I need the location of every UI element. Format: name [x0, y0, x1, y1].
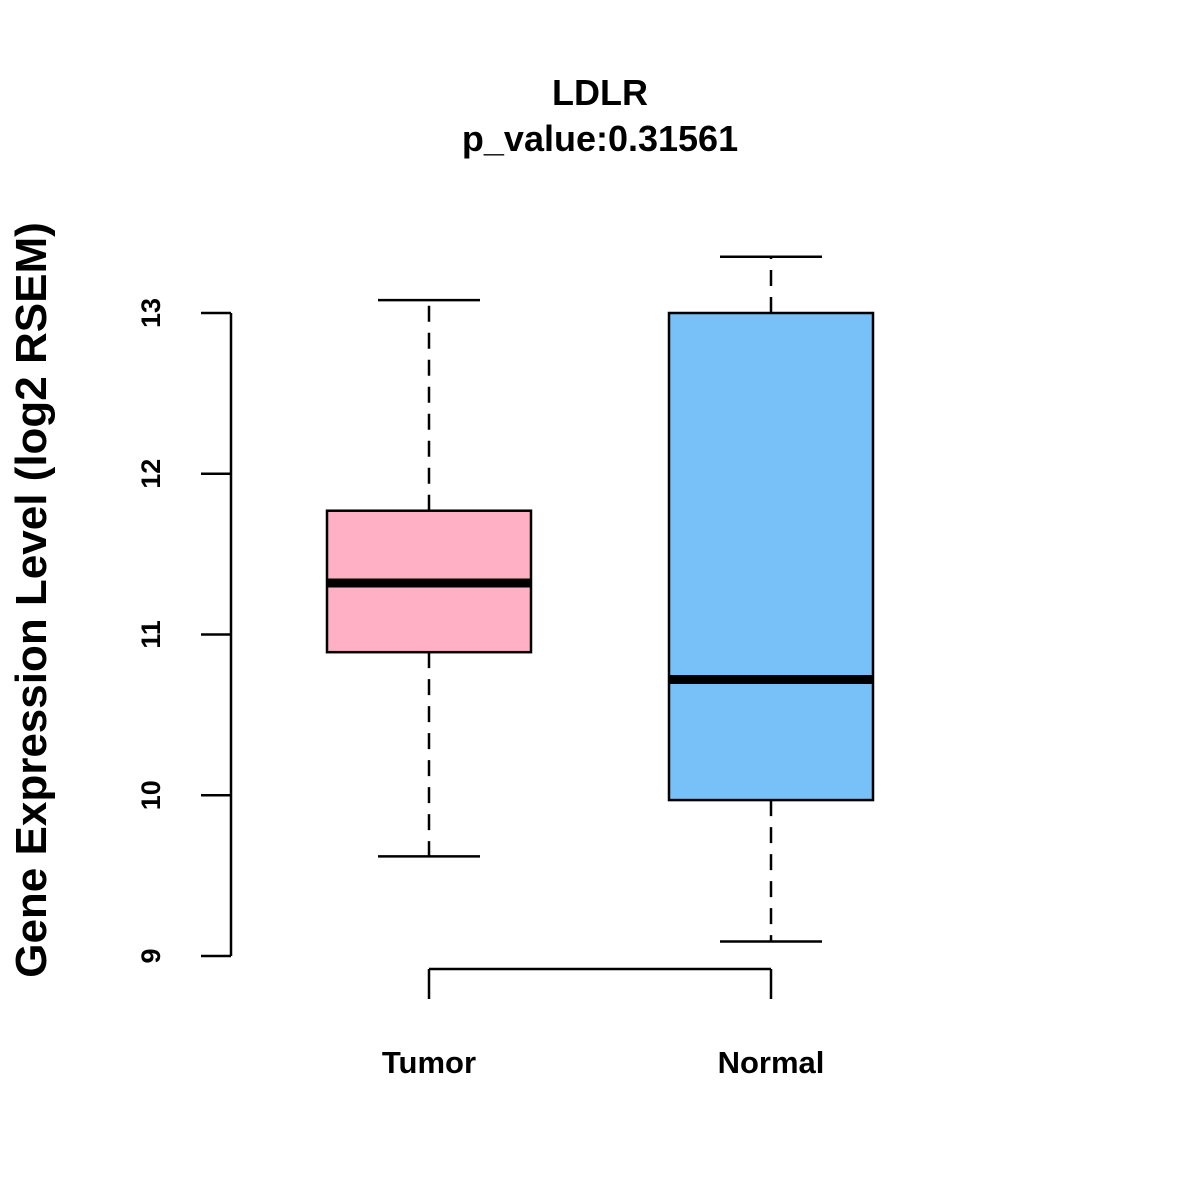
boxes-group	[325, 255, 875, 943]
box-tumor	[325, 298, 533, 858]
chart-subtitle: p_value:0.31561	[462, 118, 738, 159]
x-tick-label: Normal	[718, 1045, 825, 1080]
y-tick-label: 10	[136, 780, 166, 810]
iqr-box	[667, 311, 875, 802]
y-axis-label: Gene Expression Level (log2 RSEM)	[7, 222, 56, 978]
chart-title: LDLR	[552, 72, 648, 113]
x-axis: Tumor Normal	[382, 967, 825, 1080]
y-axis: 9 10 11 12 13	[136, 298, 233, 964]
y-tick-label: 13	[136, 298, 166, 328]
y-tick-label: 9	[136, 948, 166, 963]
box-normal	[667, 255, 875, 943]
x-tick-label: Tumor	[382, 1045, 476, 1080]
y-tick-label: 11	[136, 620, 166, 649]
y-tick-label: 12	[136, 459, 166, 489]
